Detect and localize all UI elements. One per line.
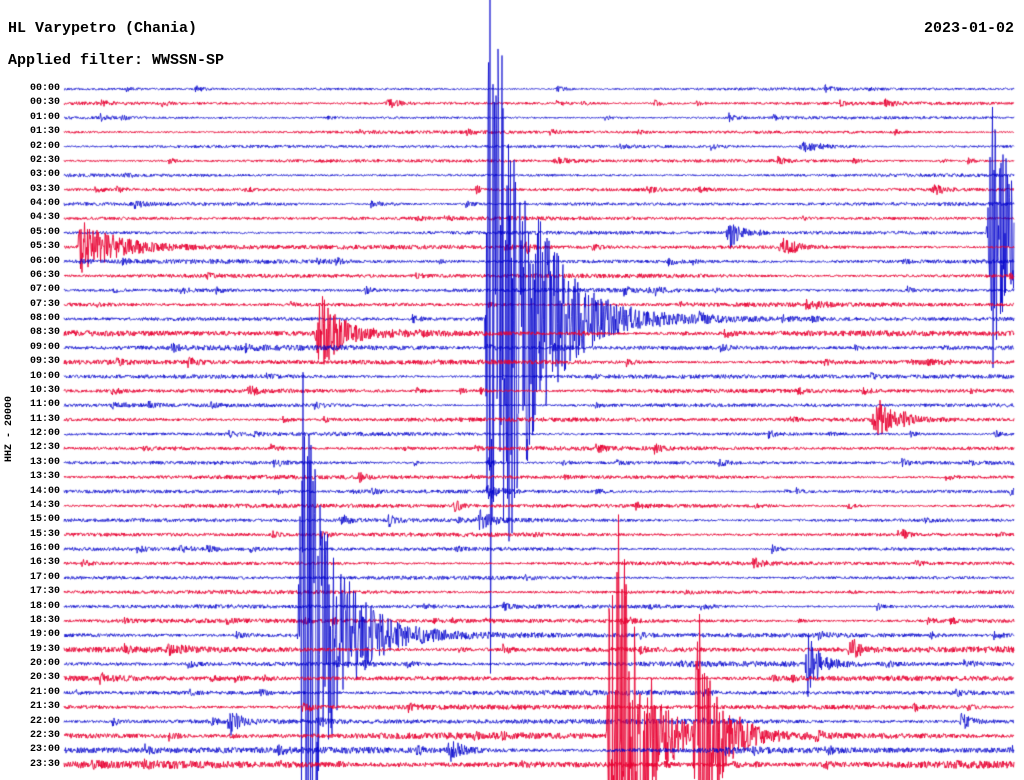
time-label: 03:00 bbox=[29, 169, 60, 181]
time-label: 23:00 bbox=[29, 744, 60, 756]
time-label: 08:00 bbox=[29, 313, 60, 324]
time-label: 03:30 bbox=[29, 183, 60, 195]
time-label: 01:00 bbox=[29, 111, 60, 123]
time-label: 10:00 bbox=[29, 370, 60, 382]
time-label: 12:30 bbox=[29, 442, 60, 454]
time-label: 01:30 bbox=[29, 126, 60, 138]
time-label: 18:00 bbox=[29, 600, 60, 612]
time-label: 22:30 bbox=[29, 729, 60, 741]
station-title: HL Varypetro (Chania) bbox=[8, 20, 198, 37]
time-label: 20:30 bbox=[29, 672, 60, 684]
time-label: 00:30 bbox=[29, 97, 60, 109]
time-label: 04:00 bbox=[29, 198, 60, 209]
time-label: 06:00 bbox=[29, 255, 60, 267]
time-label: 20:00 bbox=[29, 658, 60, 669]
time-label: 15:00 bbox=[29, 514, 60, 526]
time-label: 12:00 bbox=[29, 428, 60, 439]
filter-label: Applied filter: WWSSN-SP bbox=[8, 52, 225, 69]
time-label: 11:00 bbox=[29, 399, 60, 411]
time-label: 18:30 bbox=[29, 614, 60, 626]
time-label: 15:30 bbox=[29, 528, 60, 540]
time-label: 09:00 bbox=[29, 341, 60, 353]
time-label: 13:30 bbox=[29, 471, 60, 483]
time-label: 10:30 bbox=[29, 384, 60, 396]
time-label: 08:30 bbox=[29, 327, 60, 339]
time-label: 05:00 bbox=[29, 226, 60, 238]
time-label: 14:30 bbox=[29, 499, 60, 511]
time-label: 23:30 bbox=[29, 758, 60, 770]
time-label: 14:00 bbox=[29, 485, 60, 497]
time-label: 19:30 bbox=[29, 643, 60, 655]
time-label: 05:30 bbox=[29, 241, 60, 253]
time-label: 00:00 bbox=[29, 83, 60, 94]
time-label: 11:30 bbox=[29, 413, 60, 425]
time-label: 07:00 bbox=[29, 284, 60, 296]
time-label: 02:30 bbox=[29, 154, 60, 166]
time-label: 19:00 bbox=[29, 629, 60, 641]
time-label: 22:00 bbox=[29, 715, 60, 727]
time-label: 02:00 bbox=[29, 140, 60, 152]
time-label: 21:30 bbox=[29, 701, 60, 713]
time-label: 07:30 bbox=[29, 298, 60, 310]
time-label: 13:00 bbox=[29, 456, 60, 468]
time-label: 16:30 bbox=[29, 557, 60, 569]
time-label: 17:00 bbox=[29, 571, 60, 583]
time-label: 16:00 bbox=[29, 543, 60, 554]
time-label: 17:30 bbox=[29, 586, 60, 598]
time-label: 04:30 bbox=[29, 212, 60, 224]
time-label: 21:00 bbox=[29, 686, 60, 698]
time-label: 06:30 bbox=[29, 269, 60, 281]
date-label: 2023-01-02 bbox=[923, 20, 1014, 37]
time-label: 09:30 bbox=[29, 356, 60, 368]
